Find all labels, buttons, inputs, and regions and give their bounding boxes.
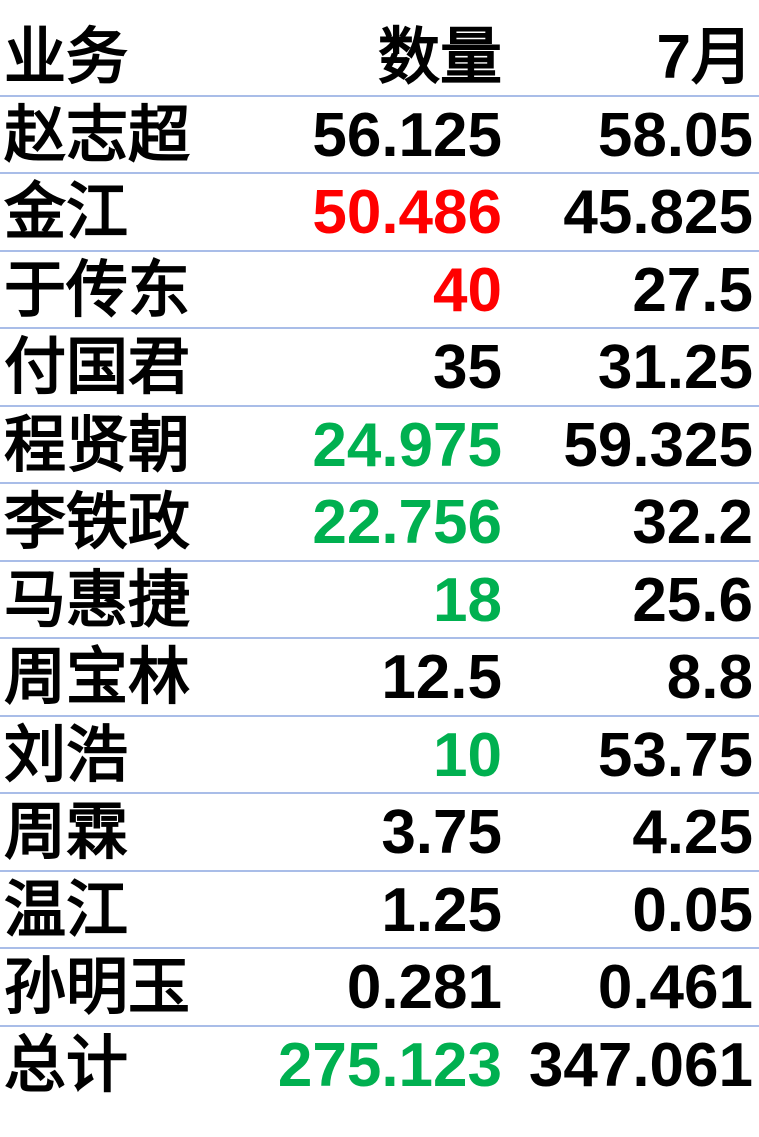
row-month: 27.5 — [632, 255, 753, 325]
row-month: 0.461 — [597, 953, 753, 1022]
table-row: 程贤朝 24.975 59.325 — [0, 407, 759, 484]
row-name: 温江 — [4, 875, 129, 945]
row-qty: 10 — [433, 720, 502, 790]
header-month: 7月 — [656, 23, 753, 92]
row-month: 0.05 — [632, 875, 753, 945]
row-month: 58.05 — [597, 100, 753, 170]
header-name: 业务 — [4, 23, 129, 92]
row-qty: 56.125 — [312, 100, 502, 170]
header-qty: 数量 — [377, 23, 502, 92]
table-row: 周宝林 12.5 8.8 — [0, 639, 759, 717]
row-qty: 12.5 — [381, 643, 502, 712]
table-row: 温江 1.25 0.05 — [0, 872, 759, 949]
row-month: 4.25 — [632, 798, 753, 867]
row-month: 59.325 — [563, 410, 753, 480]
table-row: 付国君 35 31.25 — [0, 329, 759, 407]
row-name: 赵志超 — [4, 100, 191, 170]
row-month: 53.75 — [597, 720, 753, 790]
row-month: 31.25 — [597, 333, 753, 402]
table-row: 于传东 40 27.5 — [0, 252, 759, 329]
row-month: 8.8 — [666, 643, 753, 712]
row-name: 孙明玉 — [4, 953, 191, 1022]
row-name: 程贤朝 — [4, 410, 191, 480]
row-name: 付国君 — [4, 333, 191, 402]
table-row: 李铁政 22.756 32.2 — [0, 484, 759, 562]
row-qty: 24.975 — [312, 410, 502, 480]
total-name: 总计 — [4, 1030, 129, 1100]
row-qty: 40 — [433, 255, 502, 325]
row-month: 25.6 — [632, 565, 753, 635]
table-row: 金江 50.486 45.825 — [0, 174, 759, 252]
table-row: 赵志超 56.125 58.05 — [0, 97, 759, 174]
row-month: 32.2 — [632, 488, 753, 557]
row-qty: 50.486 — [312, 178, 502, 247]
row-name: 周宝林 — [4, 643, 191, 712]
row-qty: 3.75 — [381, 798, 502, 867]
row-qty: 0.281 — [346, 953, 502, 1022]
row-name: 金江 — [4, 178, 129, 247]
table-row: 刘浩 10 53.75 — [0, 717, 759, 794]
row-month: 45.825 — [563, 178, 753, 247]
row-qty: 35 — [433, 333, 502, 402]
row-qty: 18 — [433, 565, 502, 635]
row-qty: 22.756 — [312, 488, 502, 557]
total-month: 347.061 — [528, 1030, 753, 1100]
sales-table: 业务 数量 7月 赵志超 56.125 58.05 金江 50.486 45.8… — [0, 19, 759, 1104]
row-name: 周霖 — [4, 798, 129, 867]
row-qty: 1.25 — [381, 875, 502, 945]
table-row: 周霖 3.75 4.25 — [0, 794, 759, 872]
row-name: 刘浩 — [4, 720, 129, 790]
table-row: 孙明玉 0.281 0.461 — [0, 949, 759, 1027]
row-name: 马惠捷 — [4, 565, 191, 635]
row-name: 于传东 — [4, 255, 191, 325]
row-name: 李铁政 — [4, 488, 191, 557]
total-row: 总计 275.123 347.061 — [0, 1027, 759, 1105]
header-row: 业务 数量 7月 — [0, 19, 759, 97]
table-row: 马惠捷 18 25.6 — [0, 562, 759, 639]
total-qty: 275.123 — [277, 1030, 502, 1100]
